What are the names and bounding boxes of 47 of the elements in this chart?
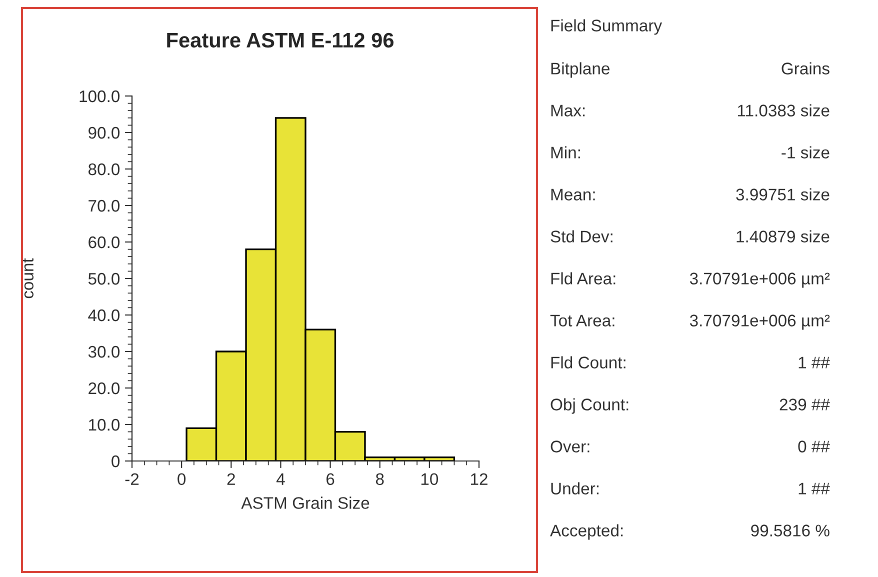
text: 239 ## [780,398,830,410]
text: Std Dev: [550,230,612,242]
x-tick-label: 6 [326,473,334,486]
y-tick-label: 30.0 [88,346,120,358]
y-tick-label: 100.0 [80,90,120,102]
x-axis-title: ASTM Grain Size [241,496,370,509]
text: Grains [782,62,830,74]
text: Under: [551,482,599,494]
x-tick-label: 4 [276,473,285,485]
text: 1 ## [798,356,830,368]
x-tick-label: 12 [471,473,488,485]
text: Accepted: [550,524,623,540]
text: Obj Count: [550,398,628,414]
text: 99.5816 % [751,524,830,536]
text: Field Summary [551,19,662,35]
text: 3.70791e+006 µm² [690,314,830,330]
y-tick-label: 10.0 [89,418,120,431]
text: Bitplane [551,62,610,78]
y-tick-label: 0 [112,455,120,468]
text: 3.99751 size [736,188,830,200]
text: Max: [551,104,585,116]
text: 0 ## [798,440,830,452]
y-tick-label: 40.0 [88,309,120,322]
chart-title: Feature ASTM E-112 96 [167,32,394,48]
x-tick-label: 2 [227,473,235,485]
y-tick-label: 70.0 [88,200,120,212]
y-tick-label: 20.0 [88,382,120,394]
text: 3.70791e+006 µm² [690,272,830,288]
text: Tot Area: [550,314,614,326]
x-tick-label: -2 [125,473,139,485]
text: -1 size [782,146,830,158]
y-tick-label: 60.0 [88,236,120,248]
y-tick-label: 90.0 [88,126,120,139]
x-tick-label: 10 [421,473,438,486]
text: 11.0383 size [738,104,830,116]
text: Mean: [551,188,595,200]
x-tick-label: 0 [178,473,186,486]
text: Min: [551,146,580,158]
text: Fld Area: [551,272,616,284]
x-tick-label: 8 [376,473,384,486]
text: Fld Count: [551,356,626,368]
y-axis-title: count [22,258,34,298]
text: 1.40879 size [736,230,830,242]
y-tick-label: 80.0 [88,163,120,176]
text: Over: [550,440,590,452]
text: 1 ## [798,482,830,494]
y-tick-label: 50.0 [88,272,120,285]
